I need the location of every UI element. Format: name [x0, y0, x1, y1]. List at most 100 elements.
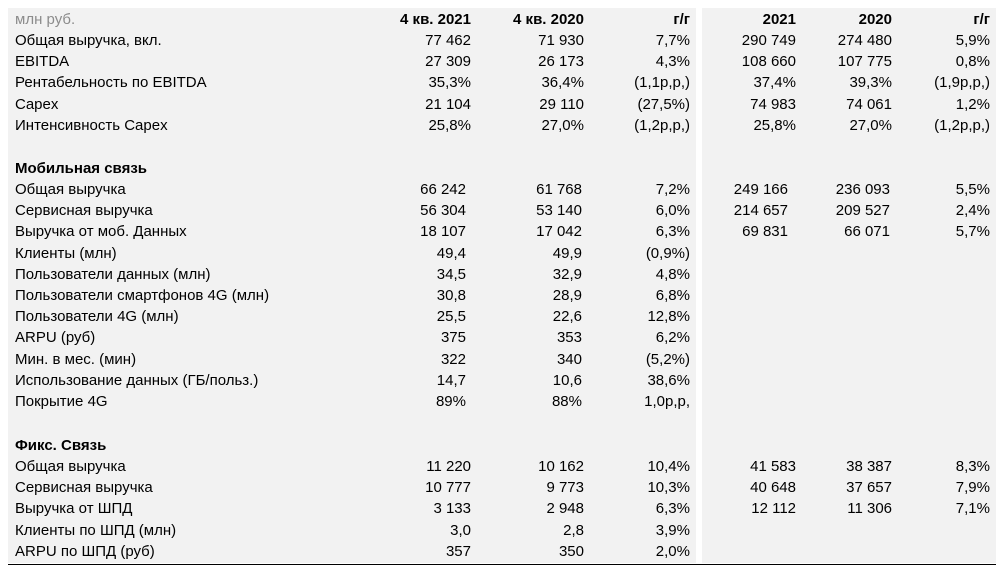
cell-q4-2021: 357 [445, 542, 471, 560]
table-row: Использование данных (ГБ/польз.) 14,7 10,6… [8, 370, 996, 391]
col-header-y-yoy: г/г [973, 11, 990, 28]
cell-q4-2020: 88% [551, 393, 582, 410]
cell-2021: 69 831 [742, 223, 788, 241]
table-row: ARPU по ШПД (руб) 357 350 2,0% [8, 541, 996, 562]
table-row: Рентабельность по EBITDA 35,3% 36,4% (1,1p,… [8, 72, 996, 93]
cell-2020: 38 387 [846, 458, 892, 475]
cell-q-yoy: 12,8% [647, 308, 690, 326]
cell-2020: 39,3% [849, 74, 892, 92]
row-label: Использование данных (ГБ/польз.) [15, 371, 259, 389]
cell-q-yoy: 2,0% [655, 542, 690, 560]
table-row: Интенсивность Capex 25,8% 27,0% (1,2p,p,) 25… [8, 115, 996, 136]
section-title-fixed: Фикс. Связь [8, 435, 996, 456]
table-row: Пользователи смартфонов 4G (млн) 30,8 28,9… [8, 285, 996, 306]
cell-q-yoy: (27,5%) [637, 95, 690, 113]
cell-q-yoy: 10,3% [647, 479, 690, 497]
cell-q4-2020: 36,4% [541, 74, 584, 92]
cell-2021: 290 749 [741, 32, 796, 49]
cell-q4-2021: 3,0 [450, 521, 471, 539]
cell-2021: 214 657 [733, 202, 788, 220]
cell-q4-2020: 10 162 [538, 458, 584, 475]
quarter-columns-background [8, 8, 696, 563]
cell-q4-2021: 49,4 [436, 244, 466, 262]
cell-2021: 249 166 [733, 181, 788, 198]
cell-q4-2021: 25,8% [428, 116, 471, 134]
cell-q4-2021: 11 220 [426, 458, 471, 475]
table-row: Клиенты по ШПД (млн) 3,0 2,8 3,9% [8, 520, 996, 541]
cell-q4-2020: 2 948 [546, 500, 584, 518]
cell-2020: 107 775 [837, 53, 892, 71]
cell-q4-2020: 17 042 [536, 223, 582, 241]
cell-q-yoy: (0,9%) [645, 244, 690, 262]
cell-q-yoy: 1,0p,p, [644, 393, 690, 410]
row-label: Capex [15, 95, 59, 113]
row-label: ARPU (руб) [15, 329, 96, 347]
cell-2020: 66 071 [844, 223, 890, 241]
cell-y-yoy: 2,4% [955, 202, 990, 220]
cell-q4-2020: 49,9 [552, 244, 582, 262]
cell-q-yoy: 4,8% [655, 265, 690, 283]
cell-q4-2021: 89% [435, 393, 466, 410]
row-label: Пользователи 4G (млн) [15, 308, 179, 326]
row-label: Интенсивность Capex [15, 116, 168, 134]
cell-q-yoy: 7,7% [655, 32, 690, 49]
cell-q-yoy: 10,4% [647, 458, 690, 475]
cell-q4-2021: 66 242 [420, 181, 466, 198]
cell-q4-2020: 340 [556, 350, 582, 368]
table-row: Сервисная выручка 56 304 53 140 6,0% 214 657… [8, 200, 996, 221]
row-label: Общая выручка [15, 458, 126, 475]
row-label: Пользователи смартфонов 4G (млн) [15, 287, 270, 304]
cell-q4-2020: 27,0% [541, 116, 584, 134]
cell-q-yoy: (1,1p,p,) [634, 74, 690, 92]
row-label: EBITDA [15, 53, 70, 71]
cell-q4-2020: 71 930 [538, 32, 584, 49]
cell-q-yoy: (1,2p,p,) [634, 116, 690, 134]
section-label: Фикс. Связь [15, 437, 107, 454]
cell-2020: 209 527 [835, 202, 890, 220]
col-header-2020: 2020 [858, 11, 892, 28]
cell-q-yoy: 3,9% [655, 521, 690, 539]
cell-q4-2021: 27 309 [425, 53, 471, 71]
cell-q4-2020: 53 140 [536, 202, 582, 220]
cell-y-yoy: 8,3% [955, 458, 990, 475]
cell-q-yoy: 6,3% [655, 223, 690, 241]
cell-2021: 41 583 [750, 458, 796, 475]
cell-q4-2020: 28,9 [552, 287, 582, 304]
cell-q-yoy: 6,2% [655, 329, 690, 347]
table-row: Общая выручка, вкл. 77 462 71 930 7,7% 290 7… [8, 30, 996, 51]
cell-q4-2021: 21 104 [425, 95, 471, 113]
row-label: Клиенты по ШПД (млн) [15, 521, 177, 539]
cell-q4-2020: 61 768 [536, 181, 582, 198]
cell-2021: 40 648 [750, 479, 796, 497]
cell-y-yoy: 1,2% [955, 95, 990, 113]
cell-2020: 11 306 [847, 500, 892, 518]
cell-q4-2020: 2,8 [563, 521, 584, 539]
cell-q4-2020: 9 773 [546, 479, 584, 497]
year-columns-background [702, 8, 996, 563]
cell-q4-2020: 29 110 [539, 95, 584, 113]
col-header-q-yoy: г/г [673, 11, 690, 28]
cell-2021: 108 660 [741, 53, 796, 71]
row-label: Клиенты (млн) [15, 244, 117, 262]
row-label: Рентабельность по EBITDA [15, 74, 207, 92]
cell-q4-2020: 22,6 [552, 308, 582, 326]
table-row: EBITDA 27 309 26 173 4,3% 108 660 107 775 0,8% [8, 51, 996, 72]
cell-q-yoy: (5,2%) [645, 350, 690, 368]
cell-q4-2021: 18 107 [420, 223, 466, 241]
table-row: Мин. в мес. (мин) 322 340 (5,2%) [8, 349, 996, 370]
financial-table: млн руб. 4 кв. 2021 4 кв. 2020 г/г 2021 … [8, 8, 996, 566]
unit-label: млн руб. [15, 11, 76, 28]
cell-q4-2020: 10,6 [552, 371, 582, 389]
cell-q-yoy: 6,8% [655, 287, 690, 304]
cell-2021: 25,8% [753, 116, 796, 134]
cell-q4-2021: 375 [440, 329, 466, 347]
cell-2021: 37,4% [753, 74, 796, 92]
cell-q-yoy: 7,2% [655, 181, 690, 198]
table-bottom-border [8, 564, 996, 565]
table-row: Общая выручка 11 220 10 162 10,4% 41 583 38 3… [8, 456, 996, 477]
section-label: Мобильная связь [15, 160, 148, 177]
table-row: Выручка от ШПД 3 133 2 948 6,3% 12 112 11 306… [8, 498, 996, 519]
header-row: млн руб. 4 кв. 2021 4 кв. 2020 г/г 2021 … [8, 9, 996, 30]
cell-q-yoy: 4,3% [655, 53, 690, 71]
table-row: Клиенты (млн) 49,4 49,9 (0,9%) [8, 243, 996, 264]
